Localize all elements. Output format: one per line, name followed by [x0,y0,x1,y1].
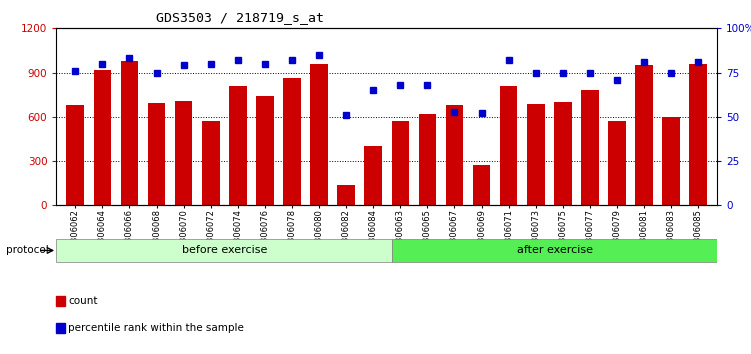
Bar [392,239,717,262]
Text: before exercise: before exercise [182,245,267,256]
Bar [94,70,111,205]
Bar [364,146,382,205]
Bar [608,121,626,205]
Bar [445,105,463,205]
Bar [148,103,165,205]
Bar [202,121,219,205]
Bar [56,239,392,262]
Bar [121,61,138,205]
Bar [689,64,707,205]
Bar [662,117,680,205]
Text: percentile rank within the sample: percentile rank within the sample [68,323,244,333]
Bar [418,114,436,205]
Bar [635,65,653,205]
Text: protocol: protocol [6,245,49,256]
Bar [283,79,300,205]
Bar [256,96,273,205]
Bar [229,86,246,205]
Text: GDS3503 / 218719_s_at: GDS3503 / 218719_s_at [156,11,324,24]
Bar [473,166,490,205]
Bar [337,185,355,205]
Bar [527,104,544,205]
Bar [554,102,572,205]
Bar [391,121,409,205]
Bar [175,101,192,205]
Text: count: count [68,296,98,306]
Text: after exercise: after exercise [517,245,593,256]
Bar [67,105,84,205]
Bar [581,90,599,205]
Bar [310,64,328,205]
Bar [500,86,517,205]
